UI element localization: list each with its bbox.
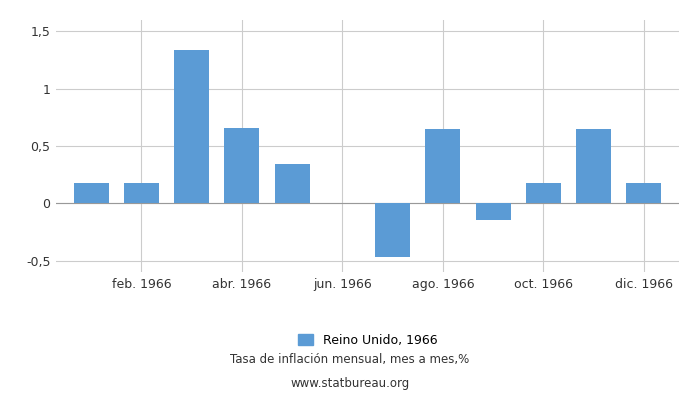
Bar (526, 183, 561, 203)
Bar (626, 183, 662, 203)
Bar (475, 203, 511, 220)
Bar (576, 129, 611, 203)
Text: Tasa de inflación mensual, mes a mes,%: Tasa de inflación mensual, mes a mes,% (230, 354, 470, 366)
Bar (124, 183, 159, 203)
Bar (174, 50, 209, 203)
Text: www.statbureau.org: www.statbureau.org (290, 378, 410, 390)
Bar (375, 203, 410, 257)
Bar (426, 129, 461, 203)
Bar (224, 128, 260, 203)
Bar (74, 183, 108, 203)
Bar (274, 164, 309, 203)
Legend: Reino Unido, 1966: Reino Unido, 1966 (298, 334, 438, 347)
